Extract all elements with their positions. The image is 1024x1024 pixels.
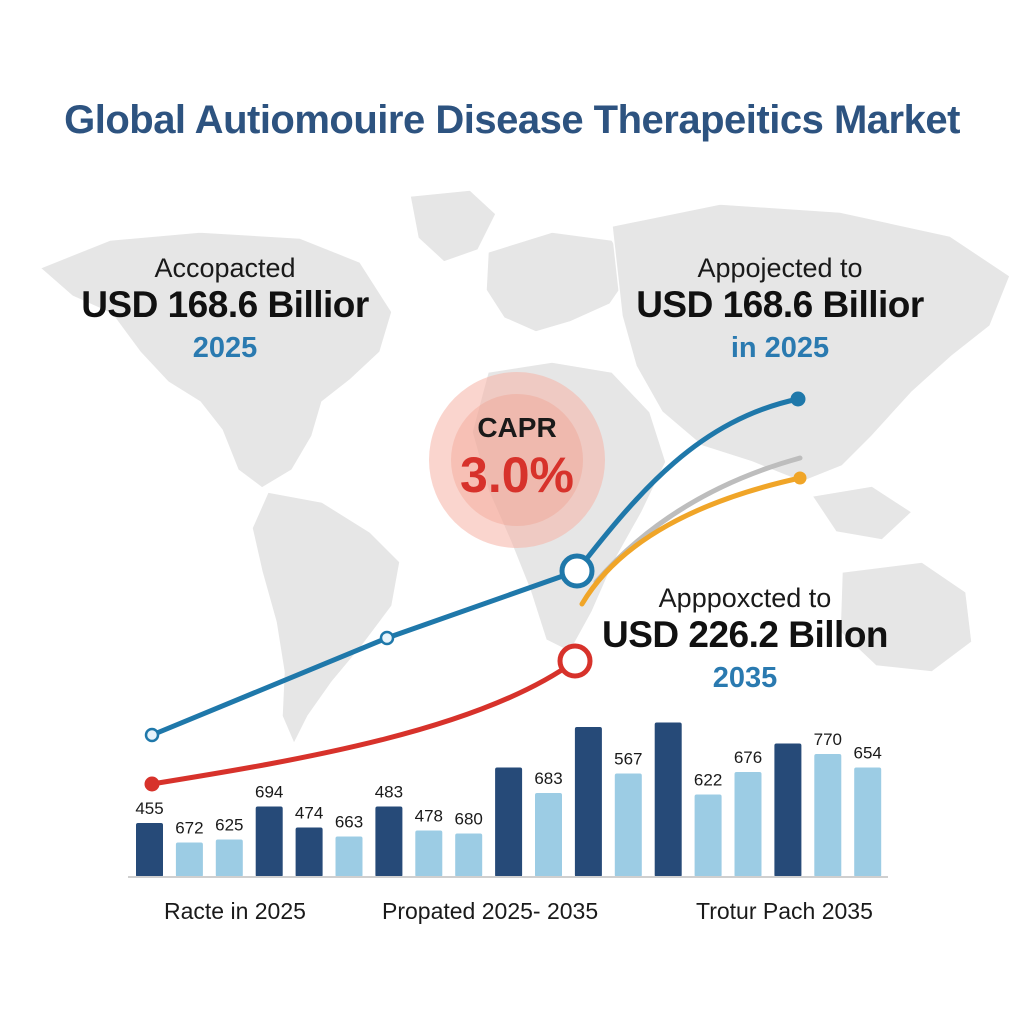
gray-series-line — [593, 455, 803, 585]
axis-label-2: Trotur Pach 2035 — [696, 898, 873, 924]
callout-lower-line1: Apppoxcted to — [658, 583, 832, 613]
bar-9 — [495, 767, 523, 877]
red-marker-start — [144, 776, 160, 792]
bar-value-label-0: 455 — [135, 799, 163, 818]
cagr-label: CAPR — [477, 412, 557, 443]
red-series-line — [149, 658, 578, 787]
orange-series-line — [579, 475, 803, 607]
cagr-highlight-inner — [451, 394, 583, 526]
bar-11 — [574, 727, 602, 877]
bar-value-label-18: 654 — [854, 744, 882, 763]
bar-4 — [295, 827, 323, 877]
bar-10 — [535, 793, 562, 877]
bars-group: 455 672 625 694 474 663 483 478 680 683 567 622 676 7… — [135, 722, 882, 877]
blue-marker-mid — [379, 630, 395, 646]
bar-15 — [734, 772, 762, 877]
bar-5 — [335, 836, 363, 877]
callout-lower: Apppoxcted to USD 226.2 Billon 2035 — [590, 583, 900, 695]
bar-value-label-17: 770 — [814, 730, 842, 749]
bar-17 — [814, 754, 842, 877]
bar-7 — [415, 830, 443, 877]
bar-12 — [614, 773, 642, 877]
bar-1 — [175, 842, 203, 877]
callout-right-line1: Appojected to — [697, 253, 863, 283]
north-america-shape — [38, 231, 393, 489]
cagr-value: 3.0% — [460, 447, 574, 503]
bar-value-label-4: 474 — [295, 804, 323, 823]
bar-value-label-6: 483 — [375, 783, 403, 802]
greenland-shape — [409, 189, 497, 263]
bar-value-label-10: 683 — [534, 769, 562, 788]
page-title: Global Autiomouire Disease Therapeitics … — [64, 98, 960, 142]
blue-marker-start — [144, 727, 160, 743]
bar-value-label-1: 672 — [175, 819, 203, 838]
bar-13 — [654, 722, 682, 877]
bar-8 — [455, 833, 483, 877]
bar-value-label-15: 676 — [734, 748, 762, 767]
bar-6 — [375, 806, 403, 877]
bar-value-label-3: 694 — [255, 783, 283, 802]
blue-marker-large — [559, 553, 595, 589]
bar-value-label-12: 567 — [614, 750, 642, 769]
orange-marker-end — [793, 471, 807, 485]
bar-value-label-2: 625 — [215, 816, 243, 835]
callout-right: Appojected to USD 168.6 Billior in 2025 — [610, 253, 950, 365]
callout-lower-value: USD 226.2 Billon — [601, 614, 889, 655]
callout-left: Accopacted USD 168.6 Billior 2025 — [60, 253, 390, 365]
callout-lower-year: 2035 — [712, 662, 778, 694]
lines-group — [144, 391, 807, 792]
bar-value-label-8: 680 — [455, 810, 483, 829]
cagr-badge: CAPR 3.0% — [432, 388, 602, 528]
southeast-asia-shape — [810, 485, 914, 541]
callout-right-year: in 2025 — [730, 332, 830, 364]
bar-0 — [136, 823, 163, 877]
bar-14 — [694, 794, 722, 877]
bar-value-label-7: 478 — [415, 807, 443, 826]
cagr-highlight-circle — [429, 372, 605, 548]
callout-left-year: 2025 — [192, 332, 258, 364]
callout-left-line1: Accopacted — [154, 253, 296, 283]
bar-2 — [215, 839, 243, 877]
callout-left-value: USD 168.6 Billior — [81, 284, 369, 325]
bar-16 — [774, 743, 802, 877]
axis-label-1: Propated 2025- 2035 — [382, 898, 599, 924]
blue-marker-end — [790, 391, 806, 407]
bar-3 — [255, 806, 283, 877]
asia-shape — [611, 203, 1011, 483]
europe-shape — [485, 231, 633, 333]
red-marker-large — [557, 643, 593, 679]
australia-shape — [839, 561, 973, 673]
callout-right-value: USD 168.6 Billior — [636, 284, 924, 325]
bar-18 — [854, 767, 882, 877]
bar-value-label-14: 622 — [694, 771, 722, 790]
bar-value-label-5: 663 — [335, 813, 363, 832]
axis-label-0: Racte in 2025 — [164, 898, 306, 924]
